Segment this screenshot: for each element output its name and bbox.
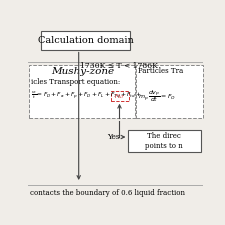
Text: contacts the boundary of 0.6 liquid fraction: contacts the boundary of 0.6 liquid frac…	[30, 189, 185, 197]
Text: Particles Tra: Particles Tra	[138, 67, 184, 75]
Text: $\frac{v_c}{t} = F_D + F_a + F_p + F_D + F_L + F_{Td} + F_{td} +$: $\frac{v_c}{t} = F_D + F_a + F_p + F_D +…	[31, 90, 142, 101]
FancyBboxPatch shape	[128, 130, 201, 152]
Text: Calculation domain: Calculation domain	[38, 36, 134, 45]
Text: Yes: Yes	[107, 133, 120, 141]
Text: 1730K ≤ T < 1786K: 1730K ≤ T < 1786K	[81, 62, 158, 70]
FancyBboxPatch shape	[111, 91, 128, 101]
FancyBboxPatch shape	[136, 65, 202, 118]
Text: icles Transport equation:: icles Transport equation:	[31, 78, 120, 86]
Text: $m_p\,\dfrac{dv_p}{dt} = F_O$: $m_p\,\dfrac{dv_p}{dt} = F_O$	[138, 88, 176, 104]
Text: The direc
points to n: The direc points to n	[145, 132, 183, 149]
Text: Mushy-zone: Mushy-zone	[51, 67, 114, 76]
FancyBboxPatch shape	[41, 31, 130, 50]
FancyBboxPatch shape	[29, 65, 135, 118]
Text: $F_{\Delta T}$: $F_{\Delta T}$	[114, 92, 125, 101]
